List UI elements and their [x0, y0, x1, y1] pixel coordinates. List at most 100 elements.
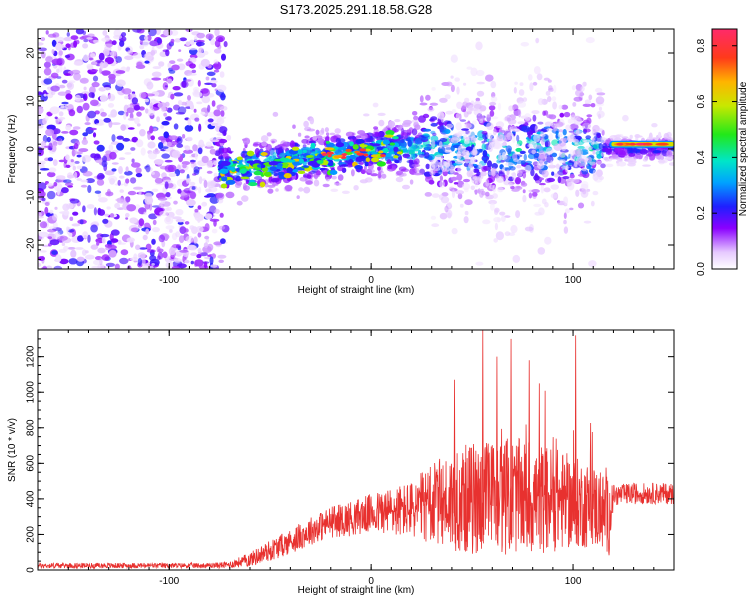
signal-blob: [391, 127, 398, 132]
drift-blob: [370, 151, 378, 155]
hot-spot: [341, 153, 348, 157]
noise-blob: [108, 250, 117, 258]
hot-spot: [380, 154, 386, 158]
noise-blob: [156, 255, 161, 261]
signal-blob: [539, 182, 546, 186]
drift-blob: [393, 155, 399, 159]
signal-blob: [629, 134, 633, 139]
noise-blob: [82, 132, 89, 137]
plume-blob: [439, 97, 448, 103]
noise-blob: [205, 238, 210, 243]
signal-blob: [485, 74, 494, 82]
noise-blob: [96, 241, 100, 246]
noise-blob: [151, 238, 156, 245]
noise-blob: [197, 147, 203, 155]
noise-blob: [165, 116, 172, 121]
plume-blob: [558, 137, 567, 147]
signal-blob: [450, 84, 455, 93]
hot-spot: [345, 148, 352, 152]
drift-blob: [390, 151, 394, 155]
noise-blob: [72, 126, 81, 130]
noise-blob: [38, 124, 44, 129]
noise-blob: [83, 95, 87, 100]
noise-blob: [213, 48, 222, 54]
plume-blob: [513, 87, 517, 94]
plume-blob: [498, 152, 502, 162]
noise-blob: [135, 173, 143, 178]
noise-blob: [105, 191, 114, 197]
noise-blob: [194, 213, 204, 222]
plume-blob: [457, 144, 466, 154]
signal-blob: [457, 193, 463, 200]
plume-blob: [540, 131, 544, 136]
noise-blob: [156, 38, 162, 44]
noise-blob: [115, 70, 126, 74]
noise-blob: [70, 249, 77, 258]
noise-blob: [111, 122, 121, 125]
noise-blob: [90, 69, 99, 72]
noise-blob: [68, 232, 73, 237]
plume-blob: [533, 134, 541, 142]
y-tick-label: 20: [26, 47, 37, 59]
signal-blob: [221, 147, 229, 154]
x-tick-label: 0: [368, 275, 374, 286]
plume-blob: [464, 154, 470, 164]
plume-blob: [592, 190, 599, 196]
noise-blob: [76, 165, 83, 170]
signal-blob: [289, 140, 295, 148]
noise-blob: [198, 47, 204, 53]
signal-blob: [324, 136, 330, 143]
hot-spot: [321, 152, 328, 156]
noise-blob: [53, 181, 58, 187]
signal-blob: [583, 128, 591, 133]
plume-blob: [439, 141, 443, 149]
signal-blob: [651, 123, 658, 128]
y-tick-label: 400: [26, 490, 37, 507]
signal-blob: [371, 131, 381, 138]
steady-line-core: [643, 142, 653, 146]
signal-blob: [225, 191, 235, 199]
noise-blob: [201, 107, 209, 113]
noise-blob: [131, 136, 138, 143]
plume-blob: [492, 184, 497, 193]
signal-blob: [481, 130, 488, 135]
noise-blob: [62, 203, 70, 211]
noise-blob: [147, 132, 151, 140]
signal-blob: [316, 138, 325, 144]
noise-blob: [127, 190, 137, 196]
noise-blob: [86, 65, 94, 70]
plume-blob: [537, 247, 546, 255]
signal-blob: [281, 142, 288, 150]
noise-blob: [190, 252, 198, 256]
noise-blob: [91, 265, 102, 269]
signal-blob: [531, 189, 540, 193]
plume-blob: [553, 173, 560, 178]
noise-blob: [38, 91, 43, 96]
noise-blob: [47, 147, 53, 150]
noise-blob: [184, 221, 190, 225]
signal-blob: [236, 171, 241, 176]
signal-blob: [308, 140, 317, 144]
noise-blob: [104, 244, 113, 248]
noise-blob: [58, 235, 68, 241]
noise-blob: [201, 88, 210, 97]
noise-blob: [210, 38, 216, 46]
noise-blob: [178, 49, 182, 52]
plume-blob: [479, 119, 484, 124]
signal-blob: [284, 184, 293, 192]
noise-blob: [193, 236, 198, 244]
noise-blob: [64, 103, 74, 109]
drift-blob: [310, 142, 316, 149]
noise-blob: [107, 103, 115, 108]
signal-blob: [267, 184, 276, 188]
noise-blob: [69, 216, 74, 221]
plume-blob: [589, 161, 596, 166]
noise-blob: [46, 171, 56, 178]
noise-blob: [39, 250, 47, 253]
colorbar-tick-label: 0.4: [696, 150, 707, 164]
noise-blob: [168, 135, 179, 140]
noise-blob: [158, 234, 165, 243]
plume-blob: [517, 169, 523, 177]
noise-blob: [146, 249, 156, 253]
plume-blob: [529, 82, 534, 92]
